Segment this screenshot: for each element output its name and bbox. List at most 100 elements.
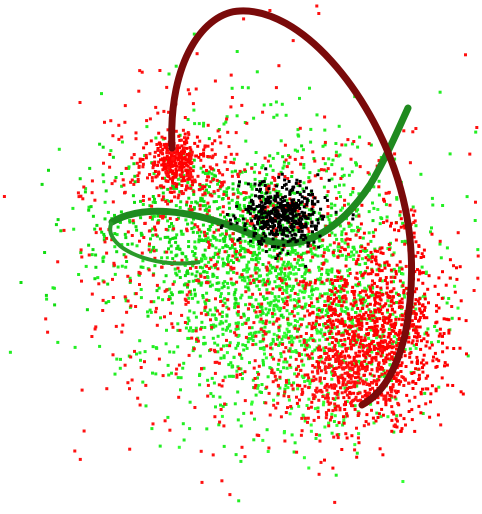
point <box>425 340 429 344</box>
point <box>333 309 337 313</box>
point <box>357 254 361 258</box>
point <box>299 368 303 372</box>
point <box>206 275 209 279</box>
point <box>217 255 221 259</box>
point <box>379 374 383 378</box>
point <box>342 421 346 425</box>
point <box>318 292 322 296</box>
point <box>340 319 344 323</box>
point <box>164 274 168 278</box>
point <box>296 293 300 296</box>
point <box>220 384 224 388</box>
point <box>345 329 349 333</box>
point <box>370 368 374 372</box>
point <box>378 279 382 282</box>
point <box>244 248 248 252</box>
point <box>216 343 220 347</box>
point <box>244 181 248 185</box>
point <box>313 281 317 285</box>
point <box>332 286 335 290</box>
point <box>238 169 242 173</box>
point <box>339 352 343 355</box>
point <box>399 380 403 384</box>
point <box>426 387 430 391</box>
point <box>251 339 255 342</box>
point <box>221 257 225 261</box>
point <box>282 260 286 264</box>
point <box>426 287 430 291</box>
point <box>193 252 197 255</box>
point <box>366 394 370 398</box>
point <box>229 259 233 263</box>
point <box>186 131 190 135</box>
point <box>326 400 330 404</box>
point <box>294 357 298 361</box>
point <box>348 319 352 323</box>
point <box>411 387 415 390</box>
point <box>339 195 342 199</box>
point <box>251 238 255 242</box>
point <box>209 167 213 171</box>
point <box>464 53 467 57</box>
point <box>189 150 193 154</box>
point <box>114 176 118 179</box>
point <box>141 203 145 206</box>
point <box>93 327 97 331</box>
point <box>343 390 347 394</box>
point <box>270 355 274 359</box>
point <box>203 309 207 313</box>
point <box>354 324 358 328</box>
point <box>239 315 243 319</box>
point <box>383 199 386 203</box>
point <box>233 282 236 286</box>
point <box>141 158 145 161</box>
point <box>389 224 392 228</box>
point <box>286 219 290 223</box>
point <box>188 309 192 313</box>
point <box>354 163 358 167</box>
point <box>153 225 157 229</box>
point <box>243 228 247 232</box>
point <box>225 314 229 318</box>
point <box>296 320 299 324</box>
point <box>327 303 331 307</box>
point <box>157 160 161 164</box>
point <box>295 206 298 209</box>
point <box>171 176 175 180</box>
point <box>155 186 159 190</box>
point <box>366 295 370 299</box>
point <box>181 252 185 256</box>
point <box>344 347 348 351</box>
point <box>224 229 228 233</box>
point <box>364 256 368 260</box>
point <box>209 392 213 396</box>
point <box>253 386 257 390</box>
point <box>377 378 381 382</box>
point <box>326 190 330 194</box>
point <box>432 355 435 359</box>
point <box>264 197 268 201</box>
point <box>325 292 329 296</box>
point <box>179 150 183 154</box>
point <box>361 289 364 293</box>
point <box>176 376 180 380</box>
point <box>309 405 313 409</box>
point <box>346 364 350 368</box>
point <box>234 252 238 256</box>
point <box>310 324 314 328</box>
point <box>178 247 182 251</box>
point <box>379 288 383 292</box>
point <box>253 216 257 220</box>
point <box>150 179 154 183</box>
point <box>340 333 344 337</box>
point <box>357 322 361 326</box>
point <box>281 155 285 159</box>
point <box>192 225 196 229</box>
point <box>202 154 206 158</box>
point <box>453 284 457 288</box>
point <box>302 296 306 300</box>
point <box>217 423 221 427</box>
point <box>261 263 265 266</box>
point <box>216 188 220 192</box>
point <box>278 375 282 379</box>
